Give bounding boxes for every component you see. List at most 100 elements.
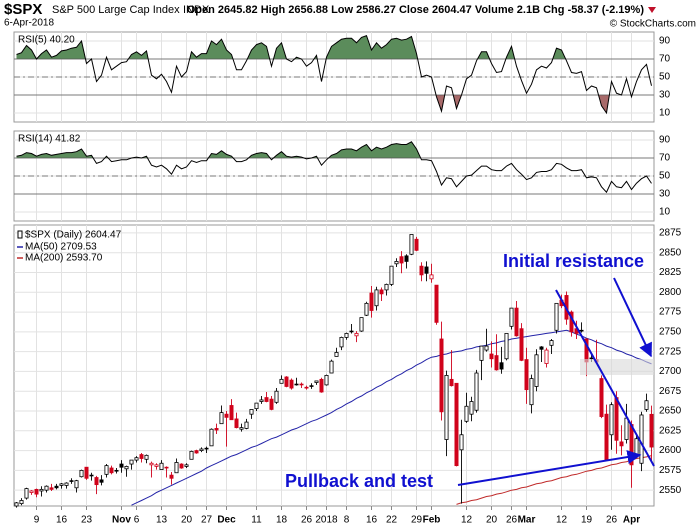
y-tick-label: 2775 bbox=[659, 307, 682, 318]
candle-body bbox=[254, 402, 259, 410]
quote-label: Chg bbox=[543, 4, 564, 16]
candle-body bbox=[339, 336, 344, 348]
quote-label: Low bbox=[331, 4, 353, 16]
candle-body bbox=[29, 490, 34, 493]
x-tick-label: 12 bbox=[556, 515, 568, 526]
x-tick-label: 26 bbox=[506, 515, 518, 526]
y-tick-label: 10 bbox=[659, 108, 671, 119]
candle-body bbox=[259, 399, 264, 402]
candle-body bbox=[374, 289, 379, 307]
candle-body bbox=[439, 338, 444, 413]
arrow bbox=[457, 450, 642, 486]
candle-body bbox=[89, 474, 94, 477]
panel-title: RSI(14) 41.82 bbox=[18, 134, 81, 145]
candle-body bbox=[34, 488, 39, 495]
annotation: Initial resistance bbox=[503, 251, 644, 271]
quote-value: 2.1B bbox=[517, 4, 540, 16]
candle-body bbox=[189, 450, 194, 460]
candle-body bbox=[179, 463, 184, 469]
x-tick-label: Feb bbox=[423, 515, 441, 526]
candle-body bbox=[504, 333, 509, 360]
candle-body bbox=[634, 438, 639, 457]
candle-body bbox=[319, 378, 324, 393]
quote-value: 2586.27 bbox=[356, 4, 396, 16]
candle-body bbox=[124, 466, 129, 470]
candle-body bbox=[114, 469, 119, 472]
exchange: INDX bbox=[183, 4, 210, 16]
candle-body bbox=[524, 359, 529, 391]
candle-body bbox=[354, 333, 359, 337]
x-tick-label: 22 bbox=[386, 515, 398, 526]
candle-body bbox=[539, 346, 544, 350]
candle-body bbox=[154, 464, 159, 467]
y-tick-label: 2600 bbox=[659, 445, 682, 456]
y-tick-label: 30 bbox=[659, 90, 671, 101]
candle-body bbox=[229, 405, 234, 421]
legend-label: MA(50) 2709.53 bbox=[25, 242, 97, 253]
candle-body bbox=[184, 464, 189, 467]
quote-label: High bbox=[261, 4, 286, 16]
candle-body bbox=[84, 466, 89, 479]
x-tick-label: Mar bbox=[518, 515, 536, 526]
candle-body bbox=[364, 302, 369, 316]
candle-body bbox=[389, 265, 394, 285]
candle-body bbox=[279, 378, 284, 384]
legend-label: MA(200) 2593.70 bbox=[25, 253, 103, 264]
y-tick-label: 2800 bbox=[659, 287, 682, 298]
candle-body bbox=[499, 362, 504, 370]
candle-body bbox=[239, 427, 244, 430]
candle-body bbox=[609, 404, 614, 436]
candle-body bbox=[269, 398, 274, 410]
candle-body bbox=[249, 409, 254, 415]
y-tick-label: 2850 bbox=[659, 247, 682, 258]
candle-body bbox=[429, 274, 434, 280]
candle-body bbox=[309, 385, 314, 387]
y-tick-label: 10 bbox=[659, 207, 671, 218]
quote-value: 2645.82 bbox=[218, 4, 258, 16]
overbought-fill bbox=[16, 35, 652, 59]
candle-body bbox=[59, 483, 64, 486]
quote-value: -58.37 (-2.19%) bbox=[568, 4, 645, 16]
x-tick-label: 26 bbox=[301, 515, 313, 526]
candle-body bbox=[169, 474, 174, 479]
trend-line bbox=[555, 289, 655, 467]
y-tick-label: 30 bbox=[659, 189, 671, 200]
candle-body bbox=[404, 255, 409, 262]
candle-body bbox=[649, 413, 654, 448]
candle-body bbox=[299, 383, 304, 386]
x-tick-label: 27 bbox=[201, 515, 213, 526]
candle-body bbox=[509, 307, 514, 327]
candle-body bbox=[604, 413, 609, 461]
rsi-line bbox=[16, 34, 652, 115]
candle-body bbox=[554, 302, 559, 331]
candle-body bbox=[324, 374, 329, 386]
panel-title: RSI(5) 40.20 bbox=[18, 35, 75, 46]
x-tick-label: Nov bbox=[112, 515, 131, 526]
candle-body bbox=[419, 265, 424, 276]
candle-body bbox=[629, 424, 634, 466]
moving-average bbox=[131, 329, 652, 506]
candle-body bbox=[289, 379, 294, 389]
x-tick-label: 23 bbox=[81, 515, 93, 526]
candle-body bbox=[399, 256, 404, 264]
candle-body bbox=[214, 428, 219, 431]
candle-body bbox=[234, 418, 239, 429]
candle-body bbox=[39, 488, 44, 492]
index-name: S&P 500 Large Cap Index bbox=[52, 4, 180, 16]
candle-body bbox=[49, 487, 54, 490]
y-tick-label: 2750 bbox=[659, 326, 682, 337]
candle-body bbox=[334, 352, 339, 357]
x-tick-label: 29 bbox=[411, 515, 423, 526]
candle-body bbox=[64, 482, 69, 486]
candle-body bbox=[349, 330, 354, 333]
candle-body bbox=[514, 307, 519, 337]
candle-body bbox=[469, 401, 474, 415]
candle-body bbox=[294, 383, 299, 386]
moving-average bbox=[456, 455, 652, 505]
candle-body bbox=[384, 283, 389, 291]
y-tick-label: 2825 bbox=[659, 267, 682, 278]
x-tick-label: 13 bbox=[156, 515, 168, 526]
candle-body bbox=[494, 355, 499, 371]
legend-label: $SPX (Daily) 2604.47 bbox=[25, 230, 122, 241]
